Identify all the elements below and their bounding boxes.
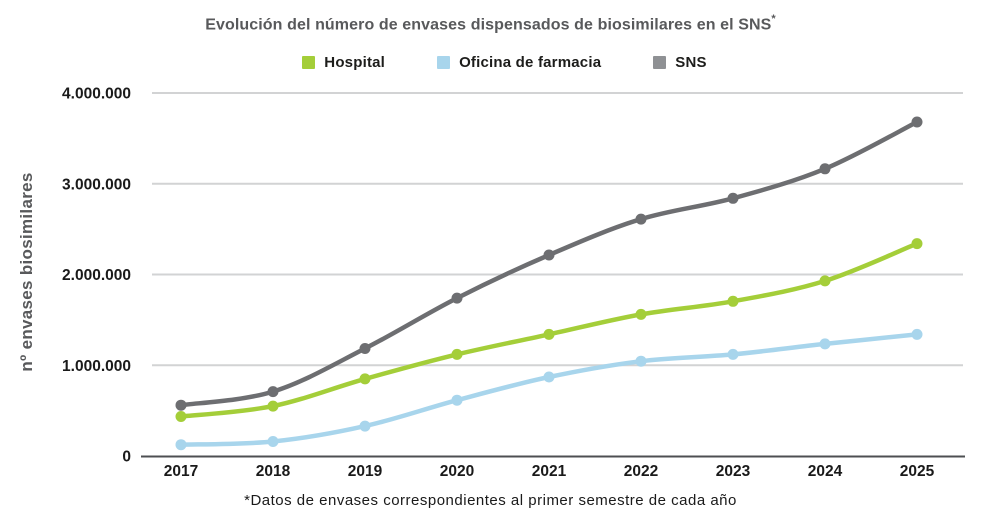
data-point-oficina-de-farmacia-2023 [727,348,739,360]
x-tick-label-2021: 2021 [532,463,567,480]
legend-item-hospital: Hospital [302,54,385,71]
legend-item-sns: SNS [653,53,707,71]
series-line-sns [178,119,920,408]
legend-label: Hospital [324,53,386,71]
data-point-oficina-de-farmacia-2025 [911,328,923,340]
x-tick-label-2023: 2023 [716,463,751,480]
data-point-oficina-de-farmacia-2021 [543,371,555,383]
x-tick-label-2025: 2025 [900,463,935,480]
legend: Hospital Oficina de farmacia SNS [14,52,981,72]
data-point-hospital-2019 [359,373,371,385]
x-tick-label-2020: 2020 [440,463,474,480]
data-point-oficina-de-farmacia-2018 [267,436,279,447]
data-point-sns-2020 [451,292,463,304]
data-point-sns-2017 [175,399,187,411]
y-tick-label: 2.000.000 [62,267,131,284]
data-point-sns-2022 [635,213,647,225]
data-point-hospital-2025 [911,238,923,250]
data-point-hospital-2024 [819,275,831,287]
x-tick-label-2017: 2017 [164,463,198,480]
data-point-hospital-2023 [727,295,739,307]
y-tick-label: 3.000.000 [62,176,131,193]
legend-label: Oficina de farmacia [459,53,602,71]
chart-title-text: Evolución del número de envases dispensa… [205,16,772,34]
data-point-oficina-de-farmacia-2019 [359,420,371,432]
data-point-hospital-2018 [267,400,279,412]
x-tick-label-2018: 2018 [256,463,291,480]
data-point-hospital-2017 [175,411,187,422]
data-point-hospital-2020 [451,348,463,360]
y-tick-label: 0 [122,449,131,466]
x-tick-label-2024: 2024 [808,463,843,480]
legend-swatch-oficina-de-farmacia [437,55,451,69]
data-point-oficina-de-farmacia-2017 [175,439,187,451]
data-point-sns-2023 [727,192,739,204]
chart-title: Evolución del número de envases dispensa… [0,8,981,37]
series-line-oficina-de-farmacia [178,332,920,447]
data-point-oficina-de-farmacia-2024 [819,338,831,350]
title-footnote-marker: * [771,13,776,25]
y-tick-label: 4.000.000 [62,86,131,103]
y-tick-label: 1.000.000 [62,358,131,375]
data-point-sns-2025 [911,116,923,128]
x-tick-label-2019: 2019 [348,463,383,480]
legend-swatch-hospital [302,55,316,69]
data-point-oficina-de-farmacia-2020 [451,394,463,406]
legend-label: SNS [675,53,707,71]
data-point-hospital-2022 [635,308,647,320]
legend-swatch-sns [653,55,667,69]
data-point-sns-2018 [267,386,279,398]
footnote: *Datos de envases correspondientes al pr… [244,492,737,509]
data-point-hospital-2021 [543,328,555,340]
data-point-sns-2024 [819,163,831,175]
legend-item-oficina-de-farmacia: Oficina de farmacia [437,54,601,71]
data-point-oficina-de-farmacia-2022 [635,355,647,367]
data-point-sns-2021 [543,249,555,261]
data-point-sns-2019 [359,343,371,354]
x-tick-label-2022: 2022 [624,463,658,480]
